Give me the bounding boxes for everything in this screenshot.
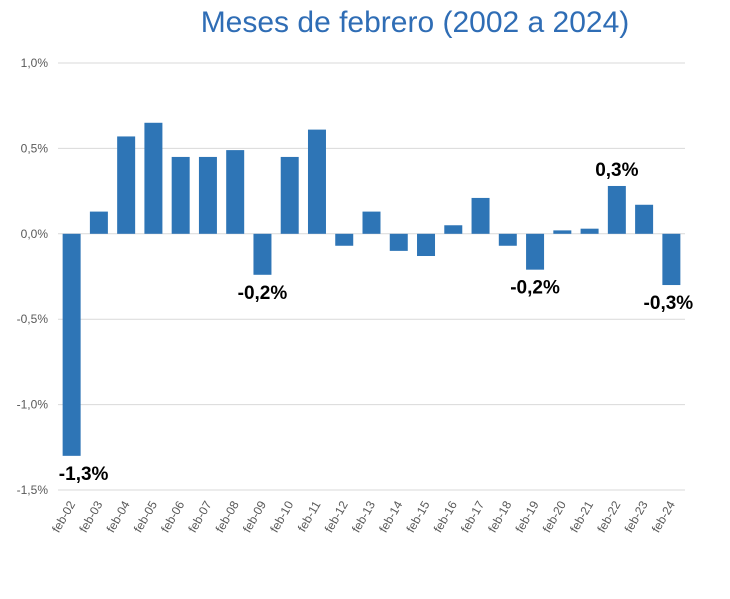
x-tick-label: feb-06	[158, 498, 187, 535]
bar-feb-19	[526, 233, 545, 270]
bar-feb-03	[89, 211, 108, 234]
x-tick-label: feb-11	[295, 498, 324, 534]
data-label-feb-22: 0,3%	[595, 160, 638, 181]
bar-feb-15	[417, 233, 436, 257]
bar-feb-14	[389, 233, 408, 251]
chart-title: Meses de febrero (2002 a 2024)	[200, 6, 630, 39]
bars	[62, 122, 681, 456]
bar-feb-22	[607, 185, 626, 234]
y-tick-label: 0,0%	[21, 227, 49, 241]
data-labels: -1,3% -0,2% -0,2% 0,3% -0,3%	[59, 160, 693, 485]
bar-feb-05	[144, 122, 163, 234]
bar-feb-04	[117, 136, 136, 234]
x-tick-label: feb-02	[49, 498, 78, 535]
x-tick-label: feb-10	[267, 498, 296, 535]
bar-feb-18	[498, 233, 517, 246]
x-axis-ticks: feb-02feb-03feb-04feb-05feb-06feb-07feb-…	[49, 498, 678, 535]
data-label-feb-24: -0,3%	[644, 293, 694, 314]
bar-feb-10	[280, 156, 299, 234]
data-label-feb-09: -0,2%	[238, 283, 288, 304]
y-tick-label: -0,5%	[17, 312, 49, 326]
bar-feb-24	[662, 233, 681, 286]
x-tick-label: feb-08	[213, 498, 242, 535]
data-label-feb-02: -1,3%	[59, 464, 109, 485]
x-tick-label: feb-19	[513, 498, 542, 535]
bar-feb-21	[580, 228, 599, 234]
bar-feb-02	[62, 233, 81, 456]
y-tick-label: -1,5%	[17, 483, 49, 497]
y-tick-label: -1,0%	[17, 398, 49, 412]
x-tick-label: feb-12	[322, 498, 351, 535]
y-tick-label: 0,5%	[21, 141, 49, 155]
x-tick-label: feb-15	[403, 498, 432, 535]
x-tick-label: feb-09	[240, 498, 269, 535]
gridlines	[58, 62, 685, 491]
bar-feb-17	[471, 197, 490, 234]
x-tick-label: feb-23	[622, 498, 651, 535]
bar-feb-09	[253, 233, 272, 275]
bar-feb-12	[335, 233, 354, 246]
x-tick-label: feb-20	[540, 498, 569, 535]
x-tick-label: feb-24	[649, 498, 678, 535]
x-tick-label: feb-17	[458, 498, 487, 535]
bar-feb-06	[171, 156, 190, 234]
bar-feb-08	[226, 150, 245, 234]
x-tick-label: feb-16	[431, 498, 460, 535]
x-tick-label: feb-21	[567, 498, 596, 535]
bar-feb-16	[444, 225, 463, 234]
bar-feb-13	[362, 211, 381, 234]
x-tick-label: feb-07	[185, 498, 214, 535]
x-tick-label: feb-04	[104, 498, 133, 535]
x-tick-label: feb-22	[594, 498, 623, 535]
x-tick-label: feb-14	[376, 498, 405, 535]
bar-feb-20	[553, 230, 572, 234]
x-tick-label: feb-13	[349, 498, 378, 535]
bar-feb-23	[635, 204, 654, 234]
x-tick-label: feb-18	[485, 498, 514, 535]
x-tick-label: feb-03	[76, 498, 105, 535]
data-label-feb-19: -0,2%	[510, 278, 560, 299]
y-tick-label: 1,0%	[21, 56, 49, 70]
bar-feb-07	[198, 156, 217, 234]
bar-feb-11	[307, 129, 326, 234]
x-tick-label: feb-05	[131, 498, 160, 535]
y-axis-ticks: 1,0% 0,5% 0,0% -0,5% -1,0% -1,5%	[17, 56, 49, 497]
